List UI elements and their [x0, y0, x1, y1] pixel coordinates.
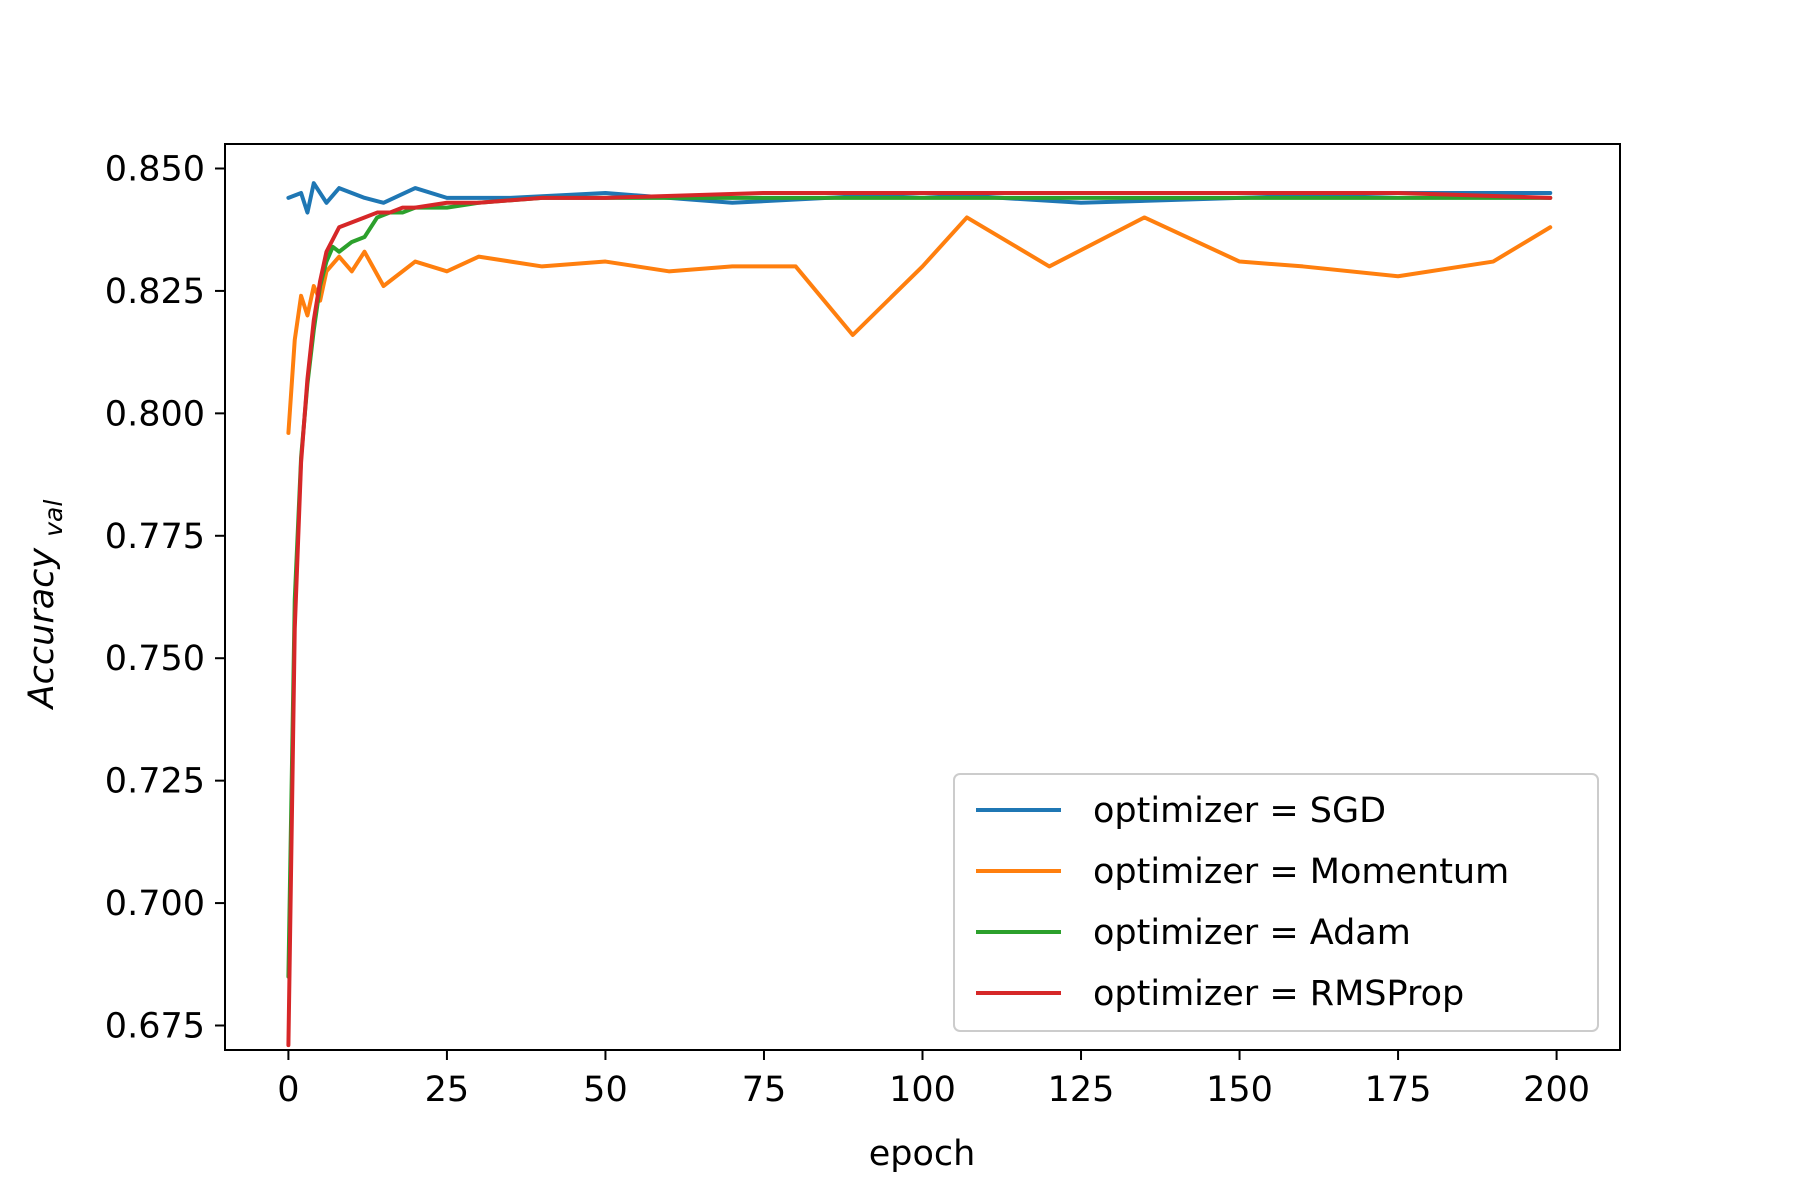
x-tick-label: 200	[1523, 1070, 1590, 1110]
legend-label: optimizer = SGD	[1093, 791, 1386, 831]
x-tick-label: 75	[742, 1070, 787, 1110]
y-tick-label: 0.750	[105, 639, 205, 679]
y-axis-label-group: Accuracy val	[22, 500, 68, 711]
y-tick-label: 0.725	[105, 762, 205, 802]
y-tick-label: 0.700	[105, 884, 205, 924]
x-tick-label: 125	[1048, 1070, 1115, 1110]
x-tick-label: 25	[425, 1070, 470, 1110]
x-axis-label: epoch	[869, 1134, 976, 1174]
x-tick-label: 50	[583, 1070, 628, 1110]
y-axis: 0.675 0.700 0.725 0.750 0.775 0.800 0.825 0.850	[105, 149, 225, 1047]
y-axis-label: Accuracy val	[22, 500, 68, 711]
legend-items: optimizer = SGD optimizer = Momentum optim…	[976, 791, 1509, 1014]
y-tick-label: 0.775	[105, 517, 205, 557]
legend-label: optimizer = RMSProp	[1093, 974, 1464, 1014]
x-tick-label: 150	[1206, 1070, 1273, 1110]
legend-box	[953, 773, 1599, 1032]
x-tick-label: 0	[277, 1070, 299, 1110]
x-tick-label: 175	[1365, 1070, 1432, 1110]
x-tick-label: 100	[889, 1070, 956, 1110]
y-tick-label: 0.675	[105, 1007, 205, 1047]
y-tick-label: 0.825	[105, 272, 205, 312]
y-axis-label-main: Accuracy	[22, 547, 62, 711]
series-line-3	[286, 190, 1553, 1048]
legend-label: optimizer = Momentum	[1093, 852, 1509, 892]
y-axis-label-subscript: val	[39, 500, 68, 537]
y-tick-label: 0.850	[105, 149, 205, 189]
series-line-0	[286, 181, 1553, 215]
series-layer	[286, 181, 1553, 1048]
y-tick-label: 0.800	[105, 394, 205, 434]
legend: optimizer = SGD optimizer = Momentum optim…	[953, 773, 1599, 1032]
legend-label: optimizer = Adam	[1093, 913, 1411, 953]
x-axis: 0 25 50 75 100 125 150 175 200	[277, 1050, 1590, 1110]
